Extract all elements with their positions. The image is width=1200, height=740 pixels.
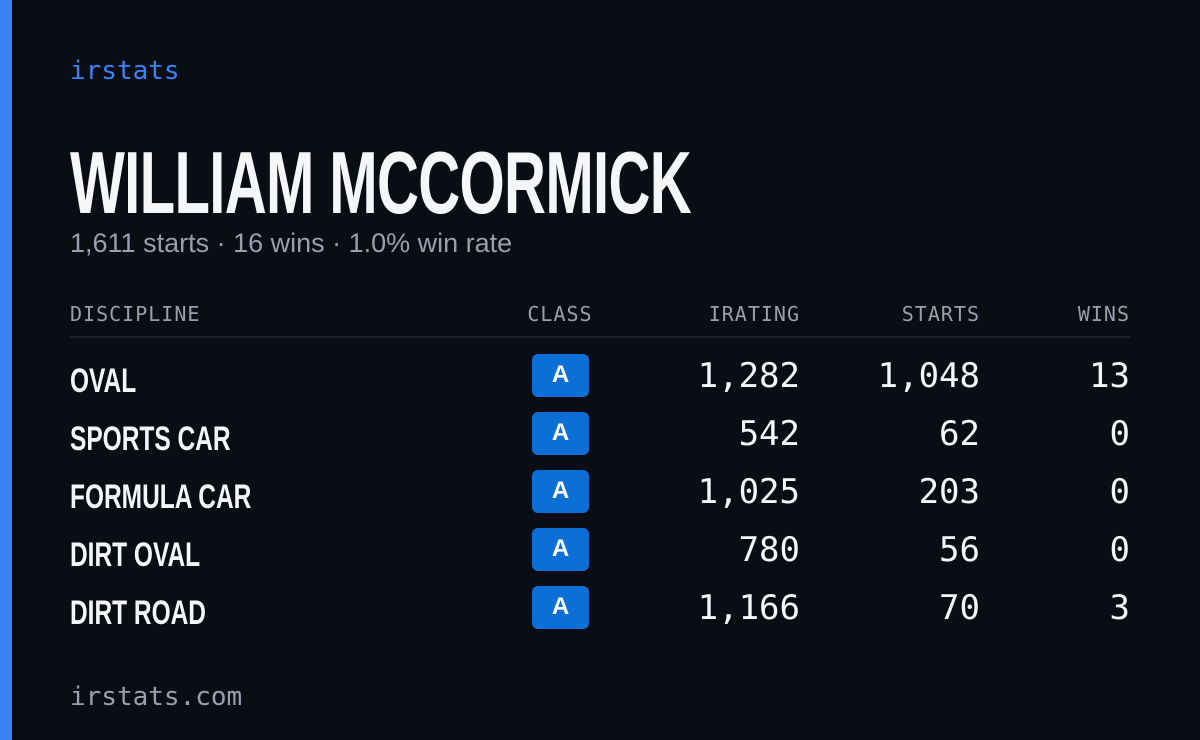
footer-url: irstats.com (70, 682, 243, 712)
column-header: WINS (1077, 302, 1130, 326)
header-rule (70, 336, 1130, 338)
discipline-cell: SPORTS CAR (70, 420, 231, 458)
irating-cell: 1,025 (697, 472, 800, 512)
brand: irstats (70, 56, 180, 86)
driver-name: WILLIAM MCCORMICK (70, 133, 692, 232)
wins-cell: 3 (1109, 588, 1130, 628)
class-badge: A (532, 528, 589, 571)
starts-cell: 62 (939, 414, 980, 454)
column-header: STARTS (901, 302, 980, 326)
irating-cell: 1,166 (697, 588, 800, 628)
starts-cell: 203 (918, 472, 980, 512)
accent-bar (0, 0, 12, 740)
discipline-cell: DIRT OVAL (70, 536, 201, 574)
starts-cell: 70 (939, 588, 980, 628)
column-header: DISCIPLINE (70, 302, 201, 326)
class-badge: A (532, 412, 589, 455)
discipline-cell: DIRT ROAD (70, 594, 207, 632)
irating-cell: 1,282 (697, 356, 800, 396)
wins-cell: 0 (1109, 472, 1130, 512)
irating-cell: 542 (738, 414, 800, 454)
wins-cell: 13 (1089, 356, 1130, 396)
irating-cell: 780 (738, 530, 800, 570)
starts-cell: 1,048 (877, 356, 980, 396)
column-header: IRATING (708, 302, 800, 326)
summary: 1,611 starts · 16 wins · 1.0% win rate (70, 228, 513, 258)
discipline-cell: OVAL (70, 362, 137, 400)
wins-cell: 0 (1109, 414, 1130, 454)
column-header: CLASS (527, 302, 593, 326)
discipline-cell: FORMULA CAR (70, 478, 252, 516)
wins-cell: 0 (1109, 530, 1130, 570)
class-badge: A (532, 586, 589, 629)
starts-cell: 56 (939, 530, 980, 570)
class-badge: A (532, 354, 589, 397)
class-badge: A (532, 470, 589, 513)
